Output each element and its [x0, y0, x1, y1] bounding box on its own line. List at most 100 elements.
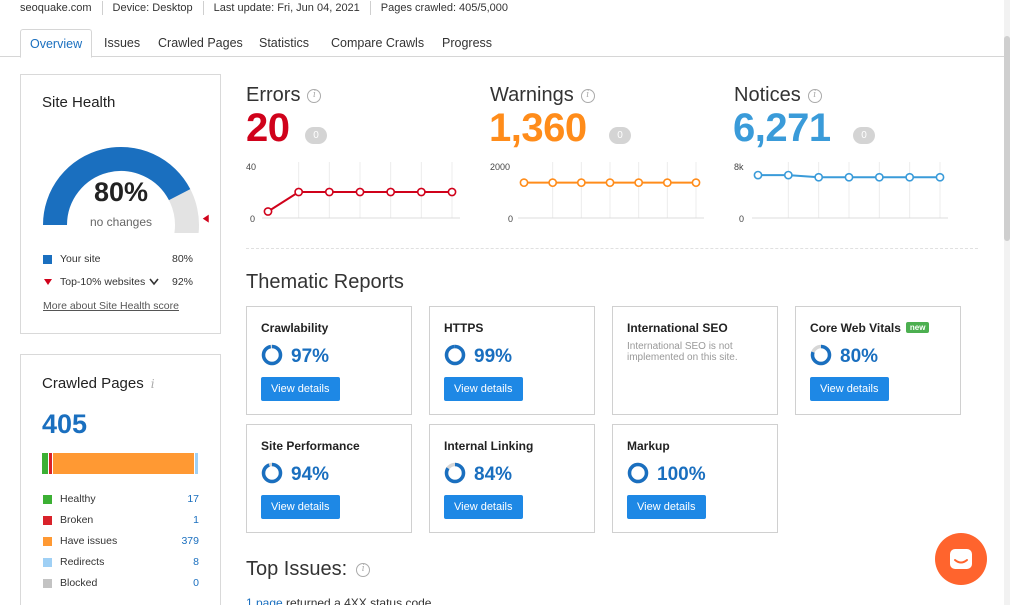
top-issue-item: 1 page returned a 4XX status code [246, 596, 431, 605]
ring-value [810, 344, 832, 366]
legend-have-issues[interactable]: Have issues [43, 535, 117, 547]
report-title: Markup [627, 439, 670, 453]
warnings-title: Warnings [490, 84, 574, 106]
legend-healthy[interactable]: Healthy [43, 493, 96, 505]
site-health-title: Site Health [42, 94, 116, 111]
broken-swatch [43, 515, 52, 525]
top-issue-link[interactable]: 1 page [246, 596, 283, 605]
tab-compare-crawls[interactable]: Compare Crawls [331, 36, 425, 50]
view-details-button[interactable]: View details [627, 495, 706, 519]
trend-point [905, 172, 915, 182]
tab-statistics[interactable]: Statistics [259, 36, 310, 50]
crawled-pages-bar [42, 453, 199, 474]
report-note: International SEO is not implemented on … [627, 341, 738, 363]
report-card-crawlability: Crawlability 97% View details [246, 306, 412, 415]
report-percentage: 100% [657, 464, 706, 485]
report-percentage: 94% [291, 464, 330, 485]
tab-progress[interactable]: Progress [442, 36, 493, 50]
chevron-down-icon [149, 278, 159, 286]
report-percentage: 97% [291, 346, 330, 367]
errors-trend-chart [262, 162, 460, 219]
warnings-header: Warnings i [490, 84, 595, 107]
trend-point [548, 178, 558, 188]
info-icon[interactable]: i [150, 376, 155, 391]
broken-label: Broken [60, 514, 94, 526]
info-icon[interactable]: i [307, 88, 322, 103]
info-icon[interactable]: i [580, 88, 595, 103]
report-card-core-web-vitals: Core Web Vitals new 80% View details [795, 306, 961, 415]
notices-count[interactable]: 6,271 [733, 106, 831, 150]
redirects-count[interactable]: 8 [193, 556, 199, 568]
broken-count[interactable]: 1 [193, 514, 199, 526]
top10-value: 92% [171, 276, 193, 288]
crawled-pages-card: Crawled Pages i 405 Healthy 17 Broken 1 … [20, 354, 221, 605]
legend-blocked[interactable]: Blocked [43, 577, 97, 589]
errors-ymax: 40 [246, 162, 257, 172]
blocked-label: Blocked [60, 577, 98, 589]
top10-label: Top-10% websites [60, 276, 146, 288]
notices-ymax: 8k [734, 162, 744, 172]
trend-point [294, 187, 304, 197]
ring-value [261, 462, 283, 484]
warnings-count[interactable]: 1,360 [489, 106, 587, 150]
view-details-button[interactable]: View details [444, 495, 523, 519]
crawl-bar-segment-redirects[interactable] [195, 453, 198, 474]
progress-ring-icon [810, 344, 832, 366]
report-tabs: Overview Issues Crawled Pages Statistics… [0, 29, 1004, 58]
trend-point [519, 178, 529, 188]
crawled-pages-total: 405 [42, 409, 88, 439]
crawl-bar-segment-broken[interactable] [49, 453, 53, 474]
blocked-count[interactable]: 0 [193, 577, 199, 589]
trend-point [634, 178, 644, 188]
tab-overview[interactable]: Overview [20, 29, 93, 58]
trend-point [605, 178, 615, 188]
view-details-button[interactable]: View details [810, 377, 889, 401]
view-details-button[interactable]: View details [444, 377, 523, 401]
page-scrollbar-track[interactable] [1004, 0, 1010, 605]
thematic-reports-title: Thematic Reports [246, 271, 404, 293]
info-icon[interactable]: i [356, 562, 371, 577]
report-percentage: 84% [474, 464, 513, 485]
healthy-count[interactable]: 17 [187, 493, 199, 505]
report-card-site-performance: Site Performance 94% View details [246, 424, 412, 533]
trend-point [576, 178, 586, 188]
notices-delta-badge: 0 [853, 127, 875, 144]
report-card-internal-linking: Internal Linking 84% View details [429, 424, 595, 533]
tab-crawled-pages[interactable]: Crawled Pages [158, 36, 243, 50]
report-title: International SEO [627, 321, 728, 335]
new-badge: new [905, 322, 930, 333]
notices-header: Notices i [734, 84, 822, 107]
progress-ring-icon [444, 462, 466, 484]
site-health-change: no changes [89, 215, 153, 229]
legend-top10[interactable]: Top-10% websites [43, 276, 159, 288]
report-card-international-seo: International SEO International SEO is no… [612, 306, 778, 415]
ring-value [444, 462, 466, 484]
trend-point [874, 172, 884, 182]
ring-value [261, 344, 283, 366]
crawl-bar-segment-have-issues[interactable] [53, 453, 195, 474]
redirects-swatch [43, 557, 52, 567]
healthy-swatch [43, 494, 52, 504]
info-icon[interactable]: i [807, 88, 822, 103]
report-title: HTTPS [444, 321, 484, 335]
trend-point [753, 170, 763, 180]
site-health-info-link[interactable]: More about Site Health score [43, 300, 179, 312]
chat-launcher-button[interactable] [935, 533, 987, 585]
have-issues-label: Have issues [60, 535, 118, 547]
view-details-button[interactable]: View details [261, 495, 340, 519]
view-details-button[interactable]: View details [261, 377, 340, 401]
have-issues-count[interactable]: 379 [181, 535, 199, 547]
crawl-bar-segment-healthy[interactable] [42, 453, 49, 474]
progress-ring-icon [444, 344, 466, 366]
site-health-score: 80% [93, 177, 149, 207]
report-title: Core Web Vitals new [810, 321, 930, 335]
your-site-value: 80% [171, 253, 193, 265]
legend-broken[interactable]: Broken [43, 514, 93, 526]
tab-issues[interactable]: Issues [104, 36, 141, 50]
errors-count[interactable]: 20 [246, 106, 290, 150]
report-percentage: 99% [474, 346, 513, 367]
legend-redirects[interactable]: Redirects [43, 556, 104, 568]
report-title: Internal Linking [444, 439, 534, 453]
device-label: Device: Desktop [103, 1, 204, 15]
page-scrollbar-thumb[interactable] [1004, 36, 1010, 241]
